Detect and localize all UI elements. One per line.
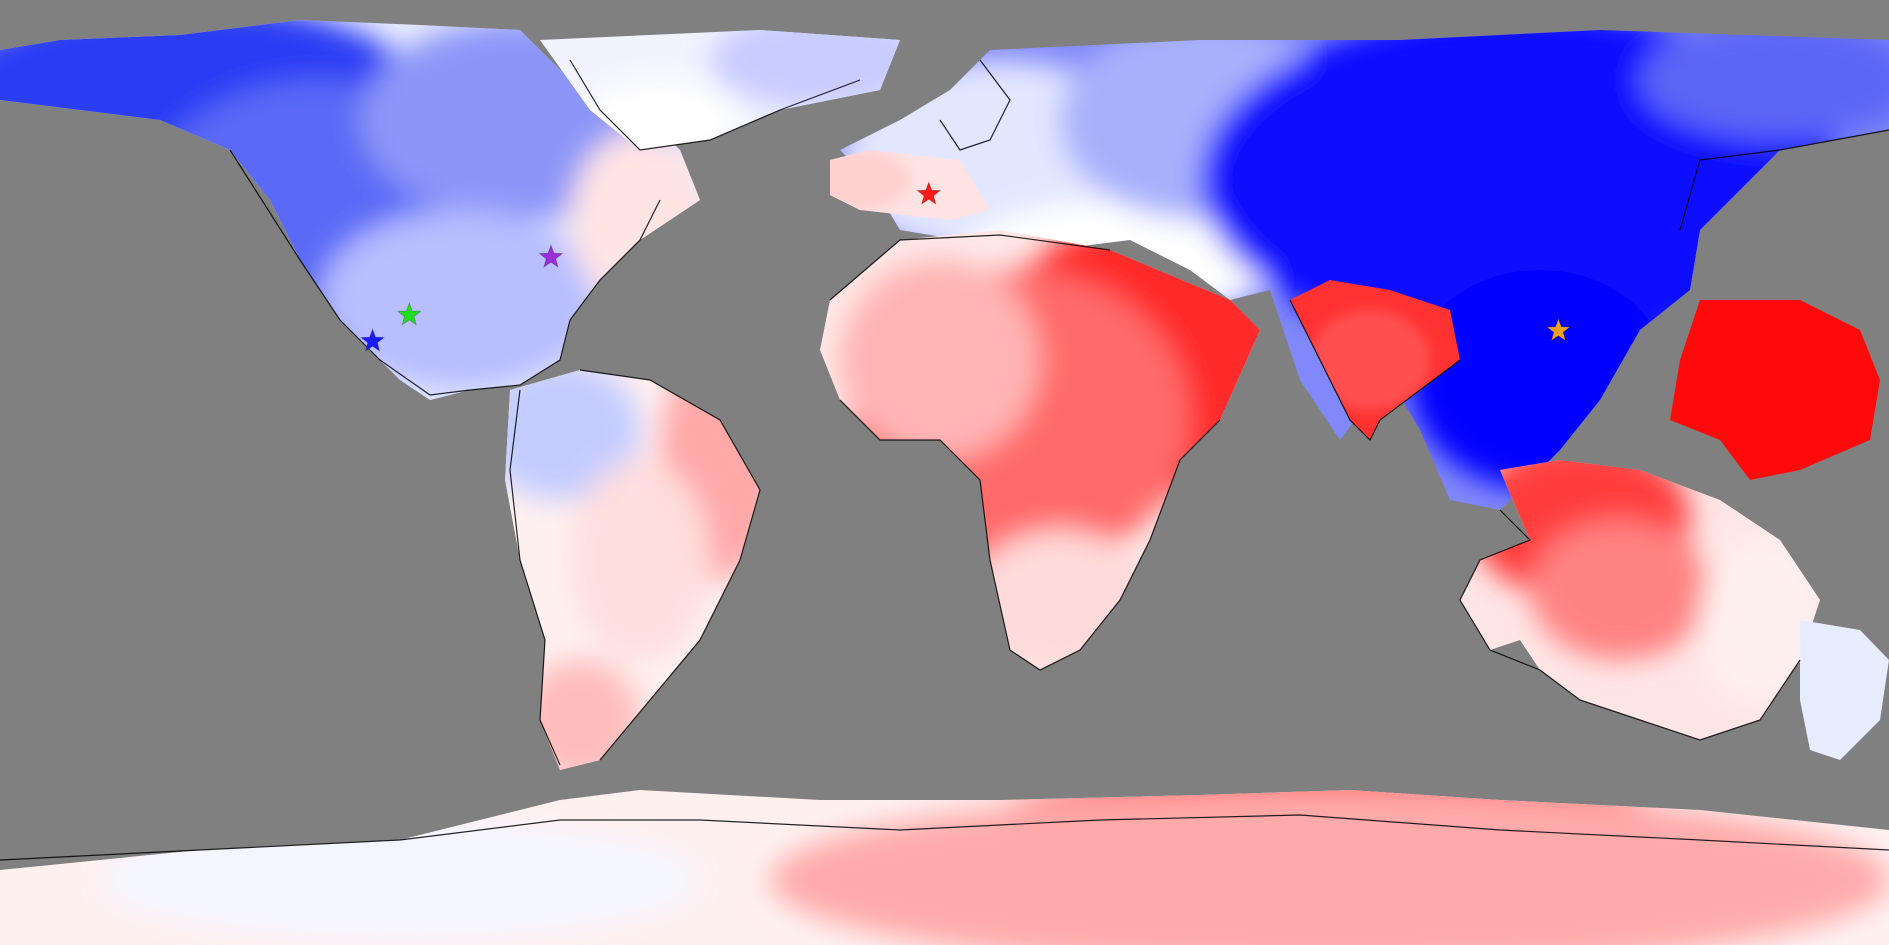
markers bbox=[359, 181, 1571, 352]
marker-purple-star bbox=[538, 244, 564, 268]
marker-red-star bbox=[916, 181, 942, 205]
marker-blue-star bbox=[359, 328, 386, 352]
coastlines bbox=[0, 59, 1889, 861]
marker-orange-star bbox=[1545, 317, 1571, 342]
marker-green-star bbox=[396, 301, 422, 326]
